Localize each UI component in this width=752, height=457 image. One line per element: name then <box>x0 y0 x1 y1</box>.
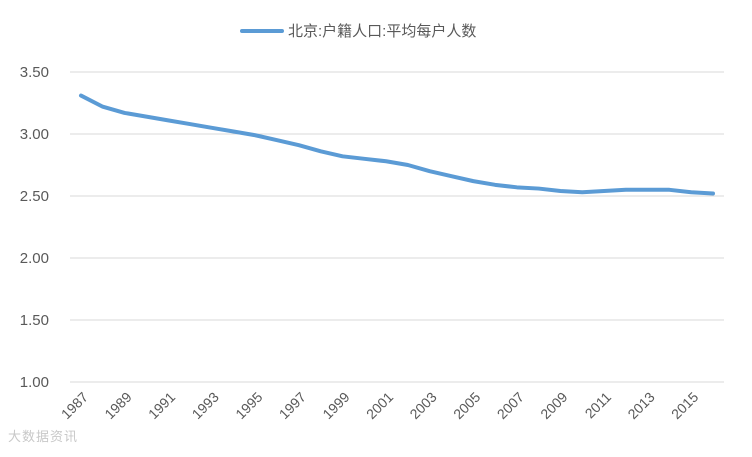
watermark: 大数据资讯 <box>8 430 79 445</box>
x-tick-label: 1997 <box>276 389 309 422</box>
data-point <box>253 133 257 137</box>
legend: 北京:户籍人口:平均每户人数 <box>240 23 476 40</box>
data-point <box>101 105 105 109</box>
x-tick-label: 2007 <box>494 389 527 422</box>
data-point <box>515 185 519 189</box>
data-point <box>406 163 410 167</box>
y-tick-label: 2.50 <box>20 188 49 205</box>
y-axis-tick-labels: 1.00 1.50 2.00 2.50 3.00 3.50 <box>20 64 49 391</box>
data-point <box>297 143 301 147</box>
y-tick-label: 1.50 <box>20 312 49 329</box>
data-point <box>711 192 715 196</box>
data-point <box>319 149 323 153</box>
y-tick-label: 3.50 <box>20 64 49 81</box>
x-tick-label: 2005 <box>450 389 483 422</box>
data-point <box>123 111 127 115</box>
series-line <box>79 93 715 196</box>
x-tick-label: 1991 <box>145 389 178 422</box>
data-point <box>493 183 497 187</box>
x-tick-label: 2009 <box>537 389 570 422</box>
x-tick-label: 2015 <box>668 389 701 422</box>
y-tick-label: 1.00 <box>20 374 49 391</box>
x-tick-label: 1989 <box>101 389 134 422</box>
series-layer <box>79 93 715 196</box>
data-point <box>471 179 475 183</box>
gridlines <box>70 71 724 383</box>
data-point <box>341 154 345 158</box>
y-tick-label: 2.00 <box>20 250 49 267</box>
data-point <box>210 126 214 130</box>
x-tick-label: 2001 <box>363 389 396 422</box>
data-point <box>144 115 148 119</box>
data-point <box>558 189 562 193</box>
data-point <box>384 159 388 163</box>
data-point <box>188 122 192 126</box>
data-point <box>537 187 541 191</box>
data-point <box>166 118 170 122</box>
x-tick-label: 1999 <box>319 389 352 422</box>
data-point <box>602 189 606 193</box>
data-point <box>580 190 584 194</box>
data-point <box>449 174 453 178</box>
x-tick-label: 1987 <box>58 389 91 422</box>
data-point <box>362 157 366 161</box>
x-tick-label: 2013 <box>624 389 657 422</box>
data-point <box>646 188 650 192</box>
data-point <box>232 130 236 134</box>
x-axis-tick-labels: 1987 1989 1991 1993 1995 1997 1999 2001 2003 2005… <box>58 389 702 422</box>
x-tick-label: 2011 <box>582 389 615 422</box>
y-tick-label: 3.00 <box>20 126 49 143</box>
data-point <box>428 169 432 173</box>
data-point <box>624 188 628 192</box>
x-tick-label: 1993 <box>189 389 222 422</box>
data-point <box>689 190 693 194</box>
x-tick-label: 2003 <box>406 389 439 422</box>
data-point <box>667 188 671 192</box>
x-tick-label: 1995 <box>232 389 265 422</box>
data-point <box>275 138 279 142</box>
legend-label: 北京:户籍人口:平均每户人数 <box>288 23 476 40</box>
data-point <box>79 94 83 98</box>
